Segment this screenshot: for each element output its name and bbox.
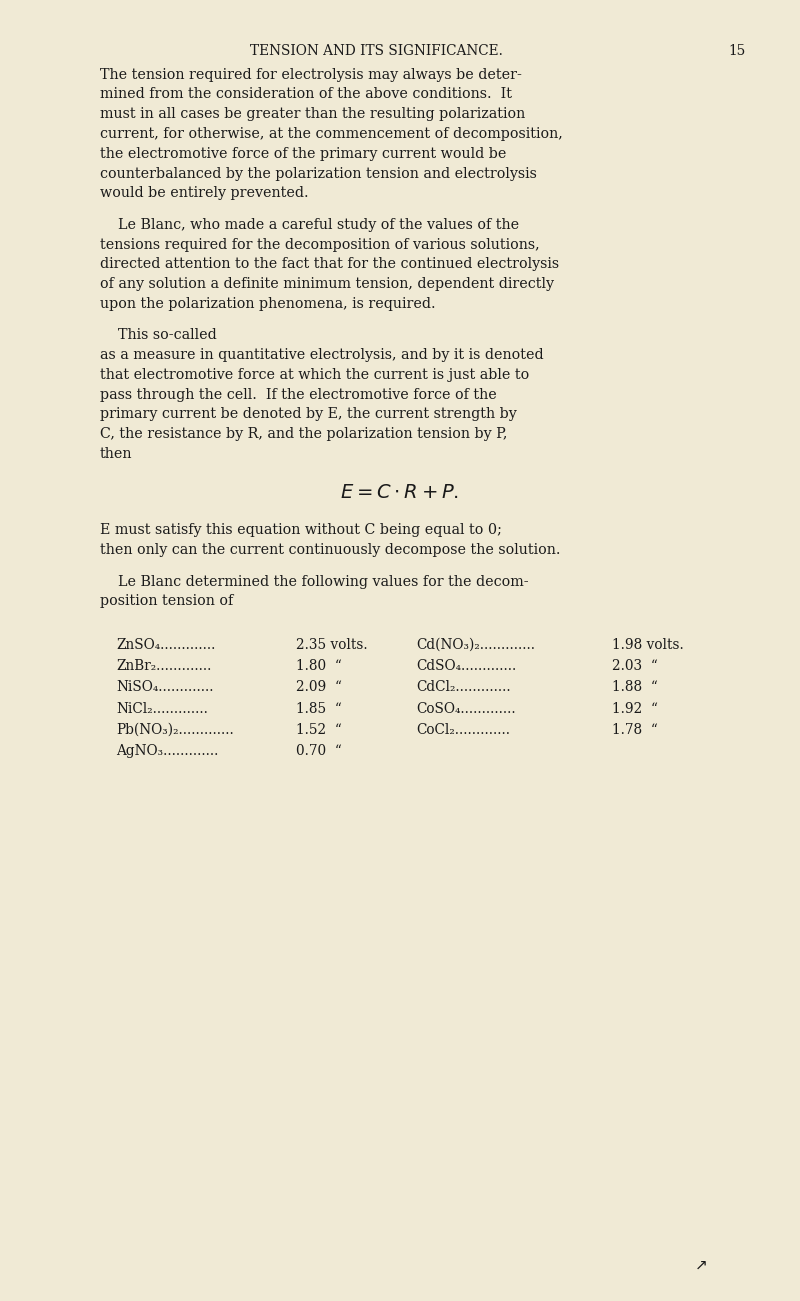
Text: E must satisfy this equation without C being equal to 0;: E must satisfy this equation without C b…: [100, 523, 502, 537]
Text: 1.88  “: 1.88 “: [612, 680, 658, 695]
Text: Le Blanc, who made a careful study of the values of the: Le Blanc, who made a careful study of th…: [100, 217, 519, 232]
Text: $\nearrow$: $\nearrow$: [692, 1257, 708, 1272]
Text: Le Blanc determined the following values for the decom-: Le Blanc determined the following values…: [100, 575, 529, 588]
Text: 2.09  “: 2.09 “: [296, 680, 342, 695]
Text: directed attention to the fact that for the continued electrolysis: directed attention to the fact that for …: [100, 258, 559, 272]
Text: 1.85  “: 1.85 “: [296, 701, 342, 716]
Text: C, the resistance by R, and the polarization tension by P,: C, the resistance by R, and the polariza…: [100, 427, 507, 441]
Text: NiSO₄.............: NiSO₄.............: [116, 680, 214, 695]
Text: of any solution a definite minimum tension, dependent directly: of any solution a definite minimum tensi…: [100, 277, 554, 291]
Text: primary current be denoted by E, the current strength by: primary current be denoted by E, the cur…: [100, 407, 517, 422]
Text: then only can the current continuously decompose the solution.: then only can the current continuously d…: [100, 543, 561, 557]
Text: CoSO₄.............: CoSO₄.............: [416, 701, 516, 716]
Text: 2.03  “: 2.03 “: [612, 660, 658, 673]
Text: that electromotive force at which the current is just able to: that electromotive force at which the cu…: [100, 368, 530, 382]
Text: must in all cases be greater than the resulting polarization: must in all cases be greater than the re…: [100, 107, 526, 121]
Text: CoCl₂.............: CoCl₂.............: [416, 723, 510, 738]
Text: 15: 15: [728, 44, 746, 59]
Text: position tension of: position tension of: [100, 595, 238, 609]
Text: CdCl₂.............: CdCl₂.............: [416, 680, 510, 695]
Text: as a measure in quantitative electrolysis, and by it is denoted: as a measure in quantitative electrolysi…: [100, 349, 544, 362]
Text: tensions required for the decomposition of various solutions,: tensions required for the decomposition …: [100, 238, 540, 251]
Text: would be entirely prevented.: would be entirely prevented.: [100, 186, 309, 200]
Text: pass through the cell.  If the electromotive force of the: pass through the cell. If the electromot…: [100, 388, 497, 402]
Text: Cd(NO₃)₂.............: Cd(NO₃)₂.............: [416, 637, 535, 652]
Text: This so-called: This so-called: [100, 328, 222, 342]
Text: 1.52  “: 1.52 “: [296, 723, 342, 738]
Text: then: then: [100, 448, 133, 461]
Text: 1.78  “: 1.78 “: [612, 723, 658, 738]
Text: Pb(NO₃)₂.............: Pb(NO₃)₂.............: [116, 723, 234, 738]
Text: ZnSO₄.............: ZnSO₄.............: [116, 637, 215, 652]
Text: NiCl₂.............: NiCl₂.............: [116, 701, 208, 716]
Text: The tension required for electrolysis may always be deter-: The tension required for electrolysis ma…: [100, 68, 522, 82]
Text: TENSION AND ITS SIGNIFICANCE.: TENSION AND ITS SIGNIFICANCE.: [250, 44, 502, 59]
Text: mined from the consideration of the above conditions.  It: mined from the consideration of the abov…: [100, 87, 512, 101]
Text: 1.98 volts.: 1.98 volts.: [612, 637, 684, 652]
Text: upon the polarization phenomena, is required.: upon the polarization phenomena, is requ…: [100, 297, 436, 311]
Text: AgNO₃.............: AgNO₃.............: [116, 744, 218, 758]
Text: the electromotive force of the primary current would be: the electromotive force of the primary c…: [100, 147, 506, 161]
Text: ZnBr₂.............: ZnBr₂.............: [116, 660, 211, 673]
Text: 1.92  “: 1.92 “: [612, 701, 658, 716]
Text: counterbalanced by the polarization tension and electrolysis: counterbalanced by the polarization tens…: [100, 167, 537, 181]
Text: 2.35 volts.: 2.35 volts.: [296, 637, 368, 652]
Text: $E = C \cdot R + P.$: $E = C \cdot R + P.$: [341, 484, 459, 502]
Text: 0.70  “: 0.70 “: [296, 744, 342, 758]
Text: 1.80  “: 1.80 “: [296, 660, 342, 673]
Text: current, for otherwise, at the commencement of decomposition,: current, for otherwise, at the commencem…: [100, 127, 562, 141]
Text: CdSO₄.............: CdSO₄.............: [416, 660, 516, 673]
